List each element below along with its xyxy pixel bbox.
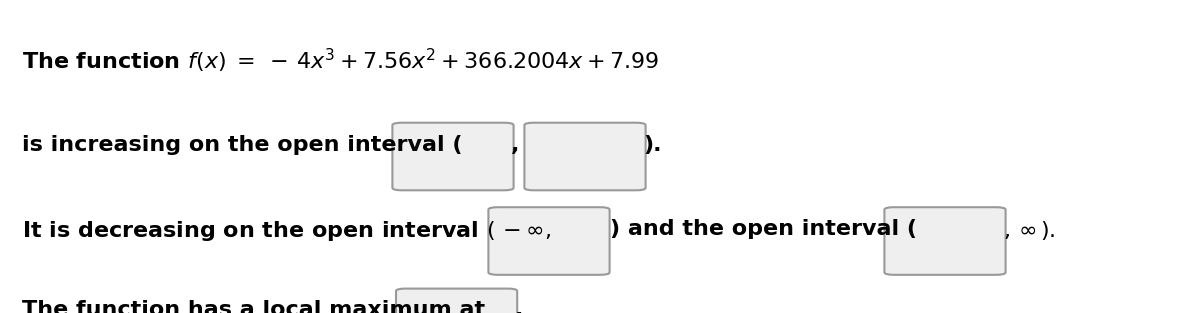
Text: $,\,\infty\,).$: $,\,\infty\,).$ xyxy=(1003,219,1056,242)
Text: ,: , xyxy=(511,135,520,155)
FancyBboxPatch shape xyxy=(884,207,1006,275)
Text: ).: ). xyxy=(643,135,661,155)
FancyBboxPatch shape xyxy=(524,123,646,190)
Text: The function $f(x)\;=\;-\,4x^3 + 7.56x^2 + 366.2004x + 7.99$: The function $f(x)\;=\;-\,4x^3 + 7.56x^2… xyxy=(22,47,659,75)
FancyBboxPatch shape xyxy=(392,123,514,190)
FancyBboxPatch shape xyxy=(396,289,517,313)
Text: is increasing on the open interval (: is increasing on the open interval ( xyxy=(22,135,462,155)
FancyBboxPatch shape xyxy=(488,207,610,275)
Text: It is decreasing on the open interval $(\,-\infty,$: It is decreasing on the open interval $(… xyxy=(22,219,551,243)
Text: ) and the open interval (: ) and the open interval ( xyxy=(610,219,917,239)
Text: .: . xyxy=(515,300,523,313)
Text: The function has a local maximum at: The function has a local maximum at xyxy=(22,300,485,313)
